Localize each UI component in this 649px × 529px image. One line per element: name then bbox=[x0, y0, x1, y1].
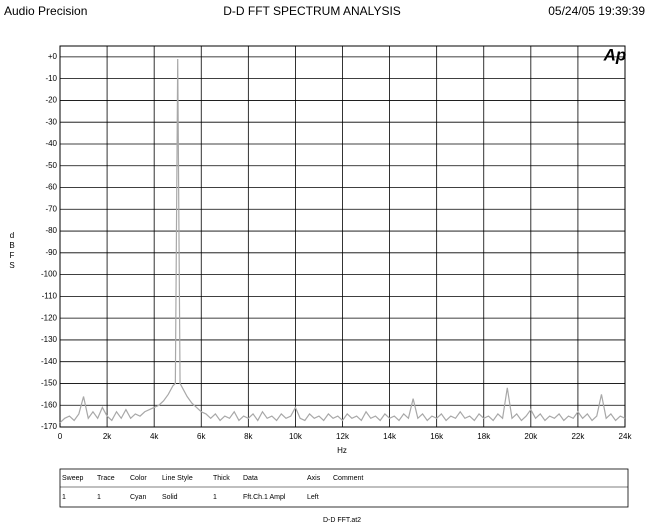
table-cell: Fft.Ch.1 Ampl bbox=[243, 494, 286, 501]
x-axis-label: Hz bbox=[337, 446, 347, 455]
logo: Ap bbox=[603, 45, 627, 64]
y-tick-label: -130 bbox=[41, 335, 58, 344]
x-tick-label: 8k bbox=[244, 432, 253, 441]
x-tick-label: 12k bbox=[336, 432, 350, 441]
footer: D-D FFT.at2 bbox=[323, 517, 361, 524]
x-tick-label: 14k bbox=[383, 432, 397, 441]
x-tick-label: 4k bbox=[150, 432, 159, 441]
y-tick-label: -70 bbox=[45, 204, 57, 213]
x-tick-label: 18k bbox=[477, 432, 491, 441]
x-tick-label: 10k bbox=[289, 432, 303, 441]
y-tick-label: -140 bbox=[41, 357, 58, 366]
chart-title: D-D FFT SPECTRUM ANALYSIS bbox=[223, 4, 401, 18]
table-header: Color bbox=[130, 475, 147, 482]
table-cell: Left bbox=[307, 494, 319, 501]
table-cell: 1 bbox=[62, 494, 66, 501]
y-tick-label: -100 bbox=[41, 270, 58, 279]
x-tick-label: 2k bbox=[103, 432, 112, 441]
y-tick-label: -30 bbox=[45, 117, 57, 126]
x-tick-label: 6k bbox=[197, 432, 206, 441]
y-tick-label: -160 bbox=[41, 400, 58, 409]
table-cell: 1 bbox=[213, 494, 217, 501]
table-header: Thick bbox=[213, 475, 230, 482]
y-tick-label: -20 bbox=[45, 96, 57, 105]
y-tick-label: +0 bbox=[48, 52, 58, 61]
table-header: Data bbox=[243, 475, 258, 482]
y-tick-label: -120 bbox=[41, 313, 58, 322]
x-tick-label: 22k bbox=[571, 432, 585, 441]
header-left: Audio Precision bbox=[4, 4, 87, 18]
y-tick-label: -50 bbox=[45, 161, 57, 170]
y-tick-label: -80 bbox=[45, 226, 57, 235]
spectrum-line bbox=[59, 59, 626, 424]
table-header: Axis bbox=[307, 475, 321, 482]
table-cell: Solid bbox=[162, 494, 178, 501]
y-tick-label: -60 bbox=[45, 183, 57, 192]
y-tick-label: -170 bbox=[41, 422, 58, 431]
y-tick-label: -90 bbox=[45, 248, 57, 257]
table-header: Comment bbox=[333, 475, 363, 482]
x-tick-label: 20k bbox=[524, 432, 538, 441]
y-tick-label: -150 bbox=[41, 379, 58, 388]
table-header: Sweep bbox=[62, 475, 84, 482]
y-tick-label: -10 bbox=[45, 74, 57, 83]
y-tick-label: -40 bbox=[45, 139, 57, 148]
x-tick-label: 16k bbox=[430, 432, 444, 441]
header-right: 05/24/05 19:39:39 bbox=[548, 4, 645, 18]
table-header: Trace bbox=[97, 475, 115, 482]
table-cell: 1 bbox=[97, 494, 101, 501]
x-tick-label: 0 bbox=[58, 432, 63, 441]
table-header: Line Style bbox=[162, 475, 193, 482]
legend-table bbox=[59, 468, 629, 508]
y-tick-label: -110 bbox=[42, 291, 58, 300]
table-cell: Cyan bbox=[130, 494, 146, 501]
x-tick-label: 24k bbox=[619, 432, 633, 441]
